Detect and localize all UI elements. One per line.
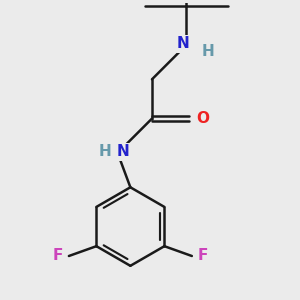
Text: O: O <box>196 111 209 126</box>
Text: H: H <box>98 145 111 160</box>
Text: H: H <box>202 44 214 59</box>
Text: F: F <box>53 248 63 263</box>
Text: N: N <box>177 37 190 52</box>
Text: N: N <box>117 145 130 160</box>
Text: F: F <box>197 248 208 263</box>
